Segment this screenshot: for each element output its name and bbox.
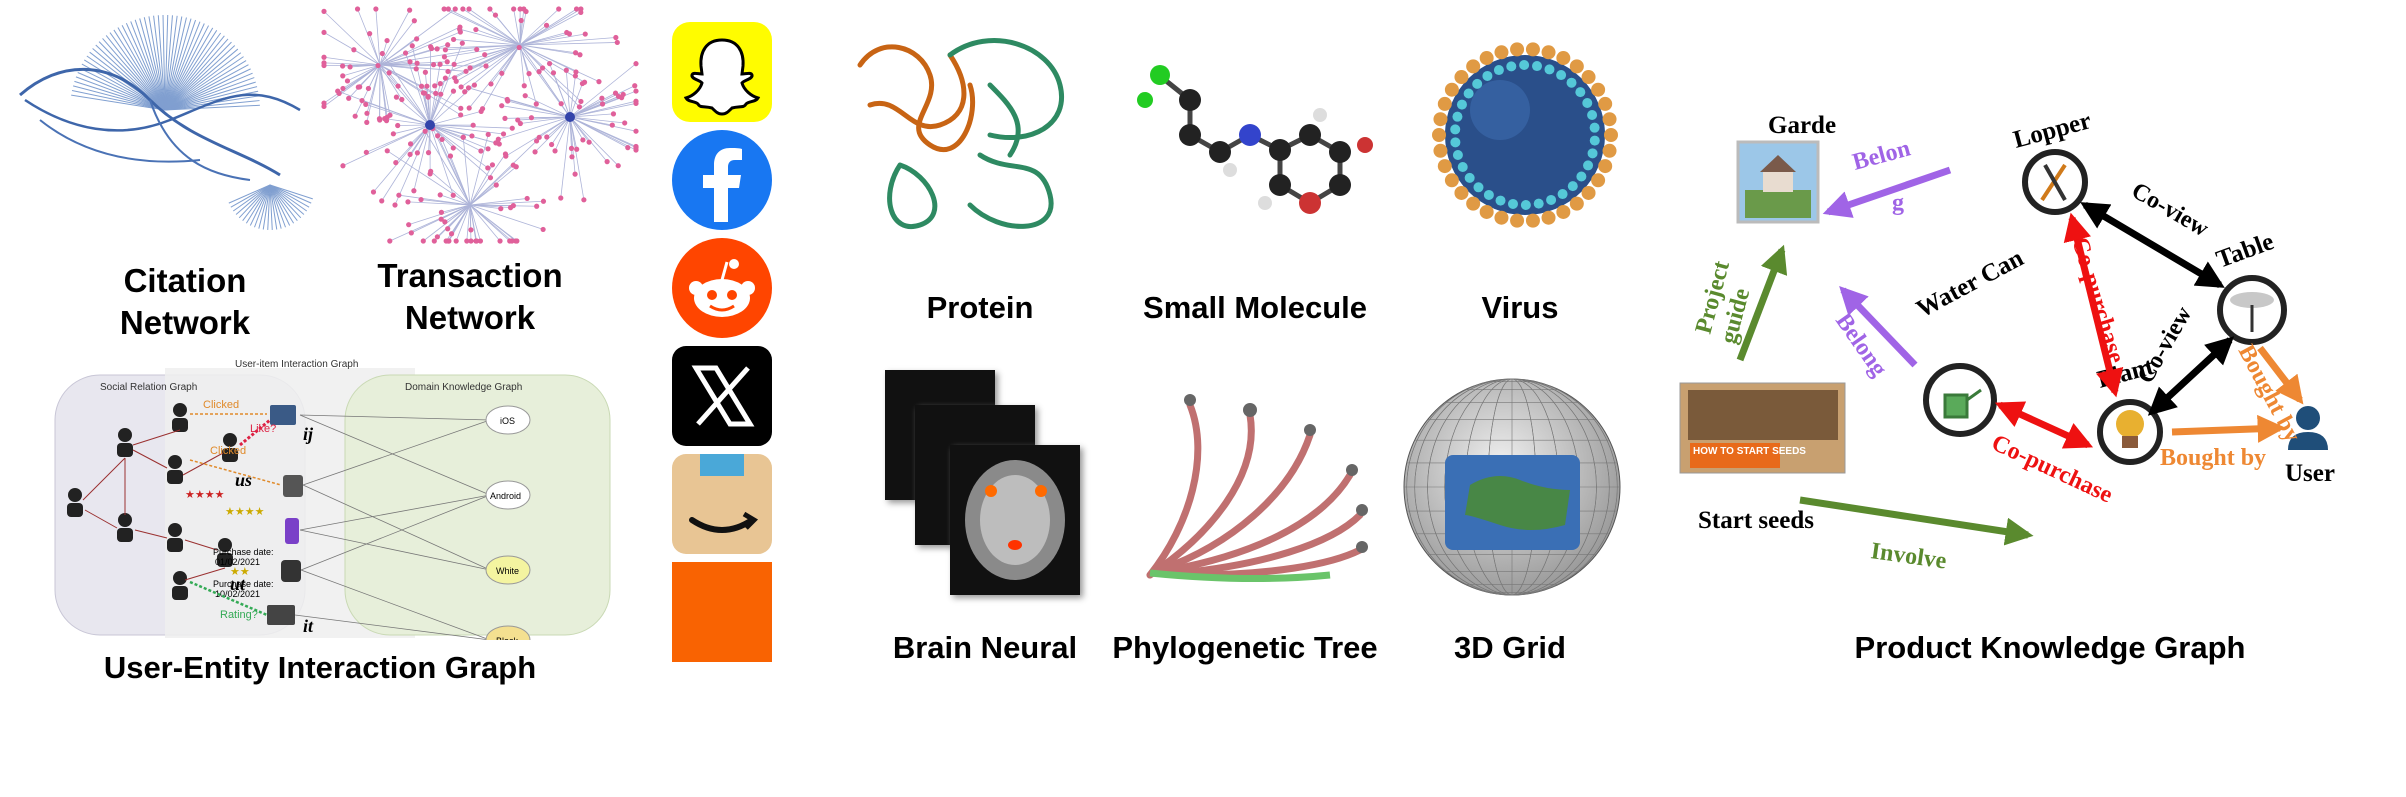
domain-knowledge-panel bbox=[345, 375, 610, 635]
node-lopper-label: Lopper bbox=[2011, 107, 2094, 154]
citation-network-caption: Citation Network bbox=[95, 260, 275, 344]
kn-white: White bbox=[496, 566, 519, 576]
product-knowledge-graph: Garde Lopper Table Water Can Plant User … bbox=[1660, 100, 2400, 590]
svg-text:Rating?: Rating? bbox=[220, 609, 258, 621]
svg-text:★★: ★★ bbox=[230, 566, 250, 578]
kn-android: Android bbox=[490, 491, 521, 501]
kn-ios: iOS bbox=[500, 416, 515, 426]
svg-text:Co-view: Co-view bbox=[2127, 178, 2213, 243]
small-molecule-graphic bbox=[1130, 55, 1380, 230]
reddit-logo bbox=[672, 238, 772, 338]
user-entity-interaction-graph: Social Relation Graph User-item Interact… bbox=[45, 350, 615, 640]
user-entity-caption: User-Entity Interaction Graph bbox=[40, 650, 600, 686]
node-table-label: Table bbox=[2213, 228, 2278, 273]
edge-bought-by-2 bbox=[2172, 428, 2280, 432]
domain-title: Domain Knowledge Graph bbox=[405, 382, 522, 393]
svg-text:Co-purchase: Co-purchase bbox=[2066, 234, 2129, 366]
svg-text:Involve: Involve bbox=[1869, 538, 1948, 574]
svg-text:Belong: Belong bbox=[1830, 309, 1892, 382]
svg-text:HOW TO START SEEDS: HOW TO START SEEDS bbox=[1693, 446, 1806, 457]
svg-text:Like?: Like? bbox=[250, 423, 276, 435]
virus-caption: Virus bbox=[1440, 290, 1600, 326]
edge-belon bbox=[1828, 170, 1950, 212]
edge-involve bbox=[1800, 500, 2028, 535]
brain-neural-graphic bbox=[885, 370, 1085, 600]
node-water-can-label: Water Can bbox=[1912, 245, 2028, 324]
svg-text:Co-purchase: Co-purchase bbox=[1987, 430, 2116, 509]
amazon-logo bbox=[672, 454, 772, 554]
svg-text:10/02/2021: 10/02/2021 bbox=[215, 589, 260, 599]
transaction-network-caption: Transaction Network bbox=[370, 255, 570, 339]
label-ij: ij bbox=[303, 424, 314, 444]
svg-text:g: g bbox=[1892, 190, 1904, 216]
interaction-title: User-item Interaction Graph bbox=[235, 359, 358, 370]
facebook-logo bbox=[672, 130, 772, 230]
node-user-label: User bbox=[2285, 460, 2335, 487]
brain-neural-caption: Brain Neural bbox=[880, 630, 1090, 666]
3d-grid-graphic bbox=[1400, 375, 1625, 600]
svg-text:Purchase date:: Purchase date: bbox=[213, 579, 274, 589]
app-logo-column bbox=[672, 22, 772, 662]
social-relation-title: Social Relation Graph bbox=[100, 382, 197, 393]
grid-caption: 3D Grid bbox=[1420, 630, 1600, 666]
svg-text:Belon: Belon bbox=[1850, 135, 1913, 175]
label-it: it bbox=[303, 616, 314, 636]
citation-network-graphic bbox=[0, 0, 330, 245]
protein-caption: Protein bbox=[880, 290, 1080, 326]
svg-text:Clicked: Clicked bbox=[203, 399, 239, 411]
svg-text:★★★★: ★★★★ bbox=[185, 489, 225, 501]
svg-text:Bought by: Bought by bbox=[2160, 445, 2266, 471]
kn-black: Black bbox=[496, 636, 519, 640]
node-garde-label: Garde bbox=[1768, 112, 1836, 139]
protein-graphic bbox=[840, 25, 1090, 260]
snapchat-logo bbox=[672, 22, 772, 122]
home-depot-logo bbox=[672, 562, 772, 662]
virus-graphic bbox=[1410, 25, 1640, 245]
svg-text:Purchase date:: Purchase date: bbox=[213, 547, 274, 557]
small-molecule-caption: Small Molecule bbox=[1130, 290, 1380, 326]
x-logo bbox=[672, 346, 772, 446]
transaction-network-graphic bbox=[320, 5, 640, 245]
svg-text:Clicked: Clicked bbox=[210, 445, 246, 457]
phylo-caption: Phylogenetic Tree bbox=[1110, 630, 1380, 666]
label-us: us bbox=[235, 470, 252, 490]
node-start-seeds-label: Start seeds bbox=[1698, 507, 1814, 534]
phylogenetic-tree-graphic bbox=[1130, 375, 1375, 595]
pkg-caption: Product Knowledge Graph bbox=[1850, 630, 2250, 666]
svg-text:★★★★: ★★★★ bbox=[225, 506, 265, 518]
